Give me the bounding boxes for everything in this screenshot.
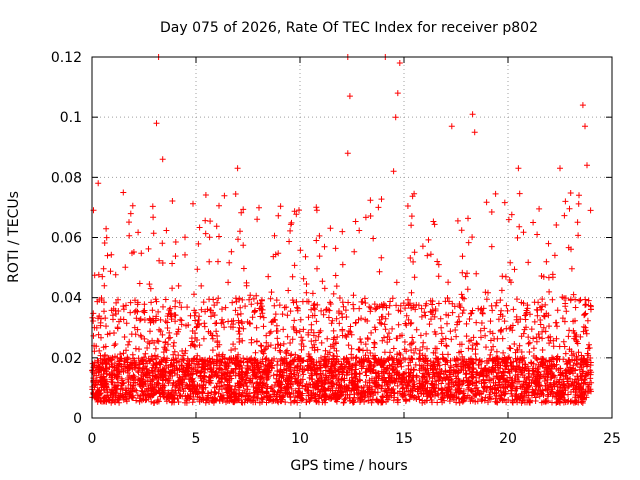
y-tick-label: 0.02 — [51, 351, 82, 367]
y-tick-label: 0 — [73, 411, 82, 427]
x-tick-label: 10 — [291, 431, 309, 447]
x-tick-label: 20 — [499, 431, 517, 447]
y-tick-label: 0.12 — [51, 50, 82, 66]
x-axis-label: GPS time / hours — [290, 458, 407, 474]
axis-ticks: 0 0.02 0.04 0.06 0.08 0.1 0.12 0 5 10 15 20 25 — [51, 50, 621, 447]
y-tick-label: 0.08 — [51, 170, 82, 186]
x-tick-label: 0 — [88, 431, 97, 447]
chart-title: Day 075 of 2026, Rate Of TEC Index for r… — [160, 20, 538, 36]
x-tick-label: 15 — [395, 431, 413, 447]
roti-scatter-markers — [89, 54, 595, 406]
x-tick-label: 5 — [192, 431, 201, 447]
y-tick-label: 0.04 — [51, 291, 82, 307]
data-points — [89, 54, 595, 406]
y-tick-label: 0.1 — [60, 110, 82, 126]
x-tick-label: 25 — [603, 431, 621, 447]
y-tick-label: 0.06 — [51, 231, 82, 247]
y-axis-label: ROTI / TECUs — [6, 191, 22, 283]
